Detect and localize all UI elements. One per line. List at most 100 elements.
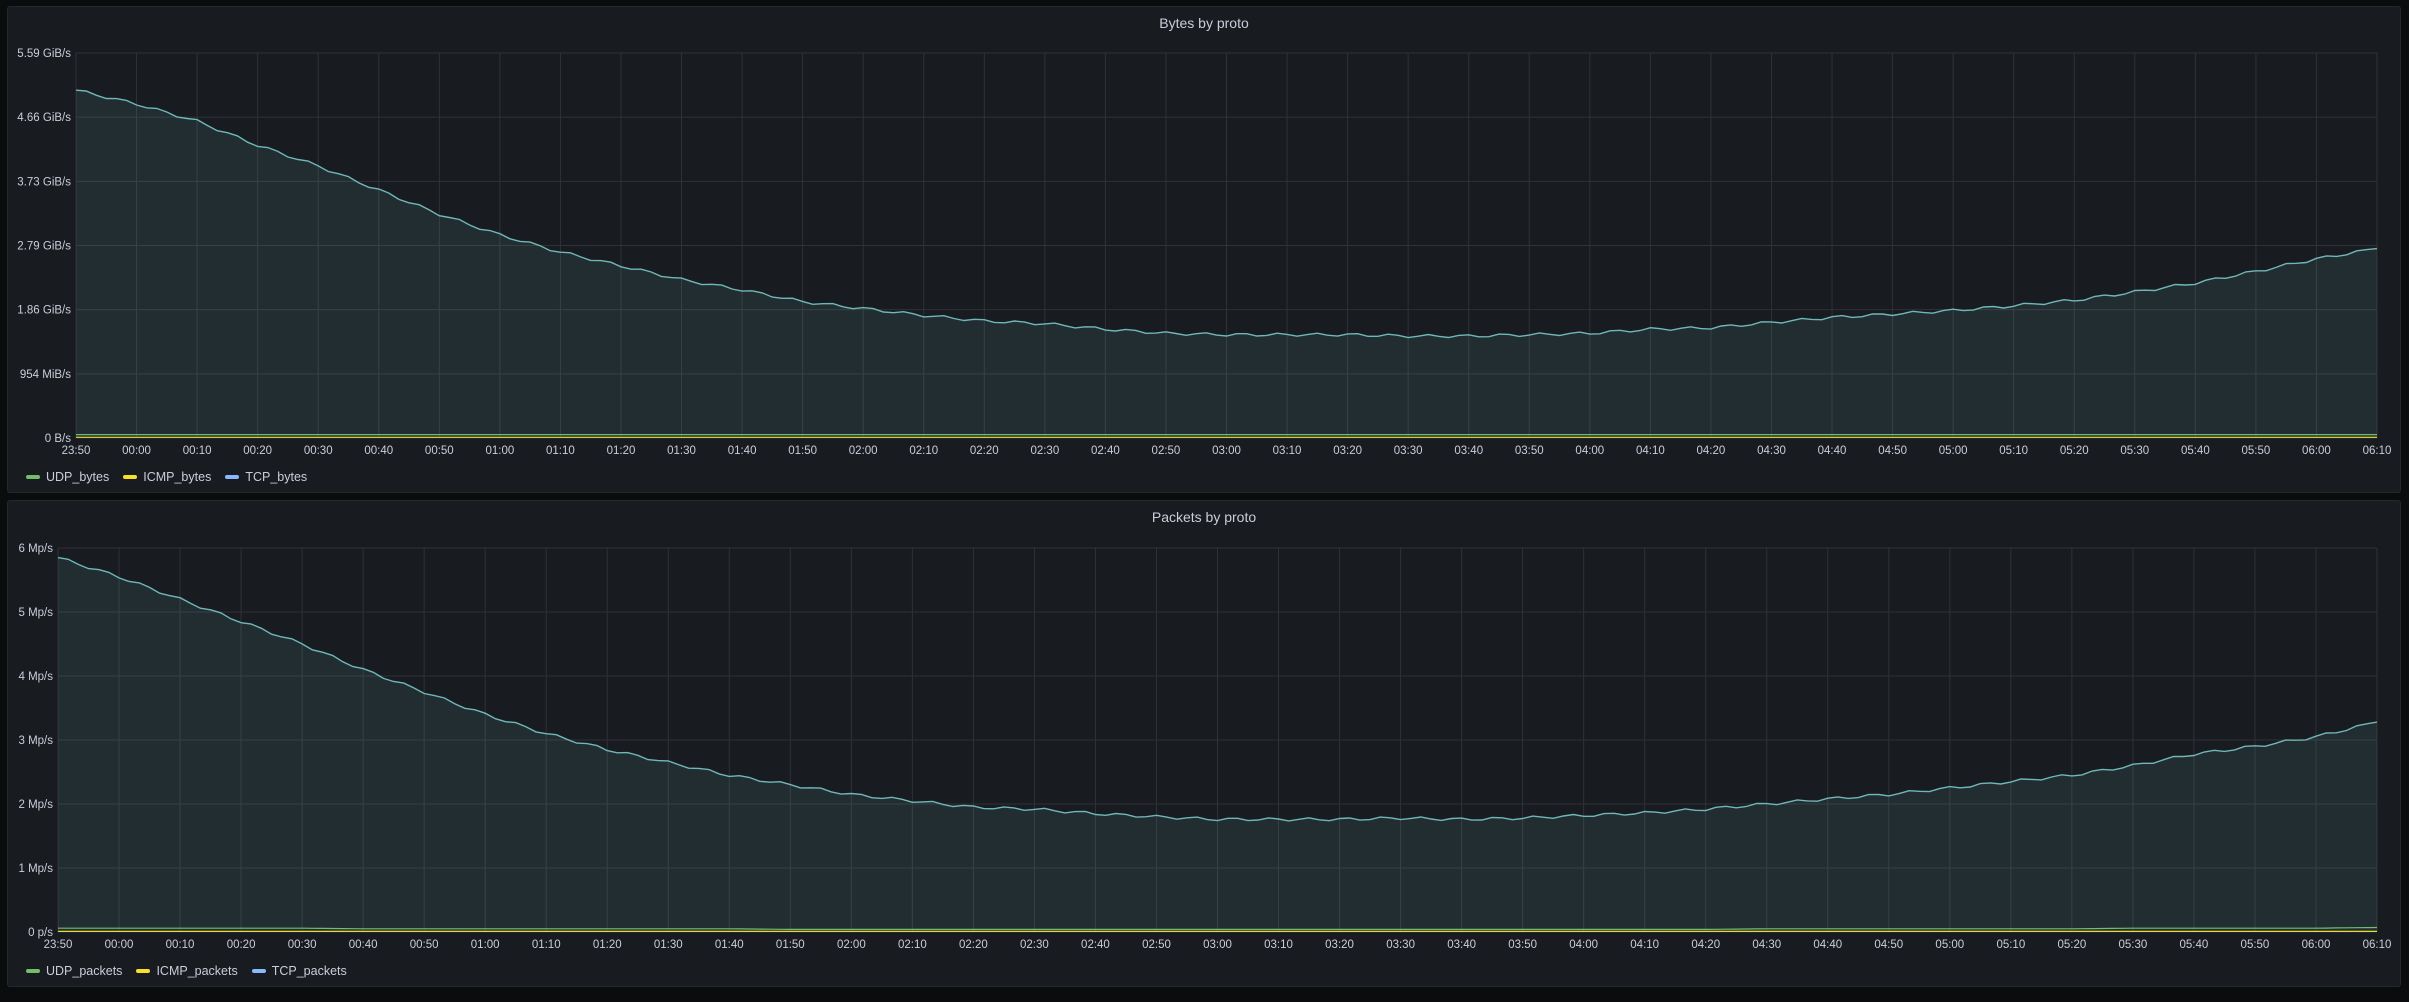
x-tick-label: 00:30 <box>304 445 333 457</box>
packets-panel: Packets by proto 0 p/s 1 Mp/s 2 Mp/s 3 Mp/s… <box>7 500 2401 987</box>
x-tick-label: 01:30 <box>654 939 683 951</box>
panel-title[interactable]: Packets by proto <box>1151 509 1257 525</box>
x-tick-label: 05:30 <box>2120 445 2149 457</box>
x-tick-label: 00:10 <box>166 939 195 951</box>
x-tick-label: 04:00 <box>1575 445 1604 457</box>
x-tick-label: 02:50 <box>1152 445 1181 457</box>
legend-item[interactable]: TCP_packets <box>251 964 347 978</box>
x-tick-label: 05:50 <box>2242 445 2271 457</box>
x-tick-label: 03:40 <box>1454 445 1483 457</box>
y-tick-label: 0 B/s <box>45 433 71 445</box>
x-tick-label: 03:30 <box>1394 445 1423 457</box>
bytes-chart[interactable]: 0 B/s 954 MiB/s 1.86 GiB/s 2.79 GiB/s 3.73 G… <box>8 7 2402 457</box>
x-tick-label: 03:30 <box>1386 939 1415 951</box>
x-tick-label: 03:50 <box>1515 445 1544 457</box>
y-tick-label: 5 Mp/s <box>18 607 53 619</box>
x-tick-label: 06:00 <box>2302 939 2331 951</box>
legend-label: ICMP_bytes <box>143 470 212 484</box>
legend-swatch-icon <box>251 969 266 973</box>
x-tick-label: 03:40 <box>1447 939 1476 951</box>
x-tick-label: 00:30 <box>288 939 317 951</box>
panel-title[interactable]: Bytes by proto <box>1159 15 1249 31</box>
x-tick-label: 01:20 <box>593 939 622 951</box>
x-tick-label: 05:40 <box>2181 445 2210 457</box>
legend-label: TCP_bytes <box>245 470 308 484</box>
legend-item[interactable]: TCP_bytes <box>225 470 307 484</box>
x-tick-label: 06:10 <box>2363 445 2392 457</box>
x-tick-label: 00:20 <box>227 939 256 951</box>
legend-item[interactable]: UDP_bytes <box>26 470 109 484</box>
x-tick-label: 03:00 <box>1212 445 1241 457</box>
x-tick-label: 05:20 <box>2060 445 2089 457</box>
x-tick-label: 02:40 <box>1091 445 1120 457</box>
x-tick-label: 02:20 <box>970 445 999 457</box>
legend-label: ICMP_packets <box>156 964 238 978</box>
x-tick-label: 02:30 <box>1020 939 1049 951</box>
x-tick-label: 23:50 <box>44 939 73 951</box>
x-tick-label: 04:40 <box>1818 445 1847 457</box>
legend-label: UDP_bytes <box>46 470 110 484</box>
y-tick-label: 2 Mp/s <box>18 799 53 811</box>
x-tick-label: 00:40 <box>349 939 378 951</box>
x-tick-label: 02:40 <box>1081 939 1110 951</box>
x-tick-label: 02:20 <box>959 939 988 951</box>
legend-item[interactable]: ICMP_packets <box>136 964 238 978</box>
legend-swatch-icon <box>123 475 138 479</box>
x-tick-label: 00:40 <box>364 445 393 457</box>
packets-chart[interactable]: 0 p/s 1 Mp/s 2 Mp/s 3 Mp/s 4 Mp/s 5 Mp/s 6 Mp/… <box>8 501 2402 951</box>
y-tick-label: 5.59 GiB/s <box>17 48 71 60</box>
x-tick-label: 01:00 <box>485 445 514 457</box>
x-tick-label: 03:20 <box>1325 939 1354 951</box>
x-tick-label: 02:50 <box>1142 939 1171 951</box>
x-tick-label: 01:50 <box>788 445 817 457</box>
x-tick-label: 05:10 <box>1999 445 2028 457</box>
y-tick-label: 2.79 GiB/s <box>17 241 71 253</box>
x-tick-label: 01:40 <box>728 445 757 457</box>
x-tick-label: 02:10 <box>898 939 927 951</box>
legend-item[interactable]: UDP_packets <box>26 964 122 978</box>
x-tick-label: 01:00 <box>471 939 500 951</box>
legend-label: UDP_packets <box>46 964 123 978</box>
y-tick-label: 0 p/s <box>28 927 53 939</box>
x-tick-label: 04:50 <box>1878 445 1907 457</box>
y-tick-label: 4 Mp/s <box>18 671 53 683</box>
y-tick-label: 1 Mp/s <box>18 863 53 875</box>
x-tick-label: 01:10 <box>532 939 561 951</box>
series-area-TCP_packets <box>58 557 2377 932</box>
x-tick-label: 03:00 <box>1203 939 1232 951</box>
series-line-TCP_bytes[interactable] <box>75 89 2378 339</box>
y-tick-label: 4.66 GiB/s <box>17 112 71 124</box>
x-tick-label: 00:50 <box>425 445 454 457</box>
x-tick-label: 00:00 <box>105 939 134 951</box>
x-tick-label: 01:10 <box>546 445 575 457</box>
bytes-legend: UDP_bytes ICMP_bytes TCP_bytes <box>26 470 307 484</box>
x-tick-label: 05:20 <box>2057 939 2086 951</box>
legend-swatch-icon <box>225 475 240 479</box>
x-tick-label: 01:20 <box>607 445 636 457</box>
x-tick-label: 01:40 <box>715 939 744 951</box>
x-tick-label: 03:10 <box>1264 939 1293 951</box>
x-tick-label: 02:10 <box>909 445 938 457</box>
y-tick-label: 1.86 GiB/s <box>17 305 71 317</box>
x-tick-label: 03:50 <box>1508 939 1537 951</box>
x-tick-label: 05:00 <box>1939 445 1968 457</box>
x-tick-label: 06:00 <box>2302 445 2331 457</box>
x-tick-label: 05:50 <box>2241 939 2270 951</box>
x-tick-label: 04:20 <box>1691 939 1720 951</box>
x-tick-label: 04:10 <box>1636 445 1665 457</box>
x-tick-label: 05:10 <box>1996 939 2025 951</box>
x-tick-label: 00:50 <box>410 939 439 951</box>
series-line-UDP_packets[interactable] <box>58 926 2378 930</box>
x-tick-label: 00:10 <box>183 445 212 457</box>
x-tick-label: 05:40 <box>2180 939 2209 951</box>
x-tick-label: 02:00 <box>837 939 866 951</box>
series-line-TCP_packets[interactable] <box>57 556 2378 822</box>
x-tick-label: 00:20 <box>243 445 272 457</box>
legend-item[interactable]: ICMP_bytes <box>123 470 211 484</box>
bytes-panel: Bytes by proto 0 B/s 954 MiB/s 1.86 GiB/s 2… <box>7 6 2401 493</box>
x-tick-label: 02:30 <box>1030 445 1059 457</box>
legend-swatch-icon <box>26 475 40 479</box>
y-tick-label: 954 MiB/s <box>20 369 71 381</box>
x-tick-label: 04:20 <box>1697 445 1726 457</box>
legend-swatch-icon <box>136 969 151 973</box>
